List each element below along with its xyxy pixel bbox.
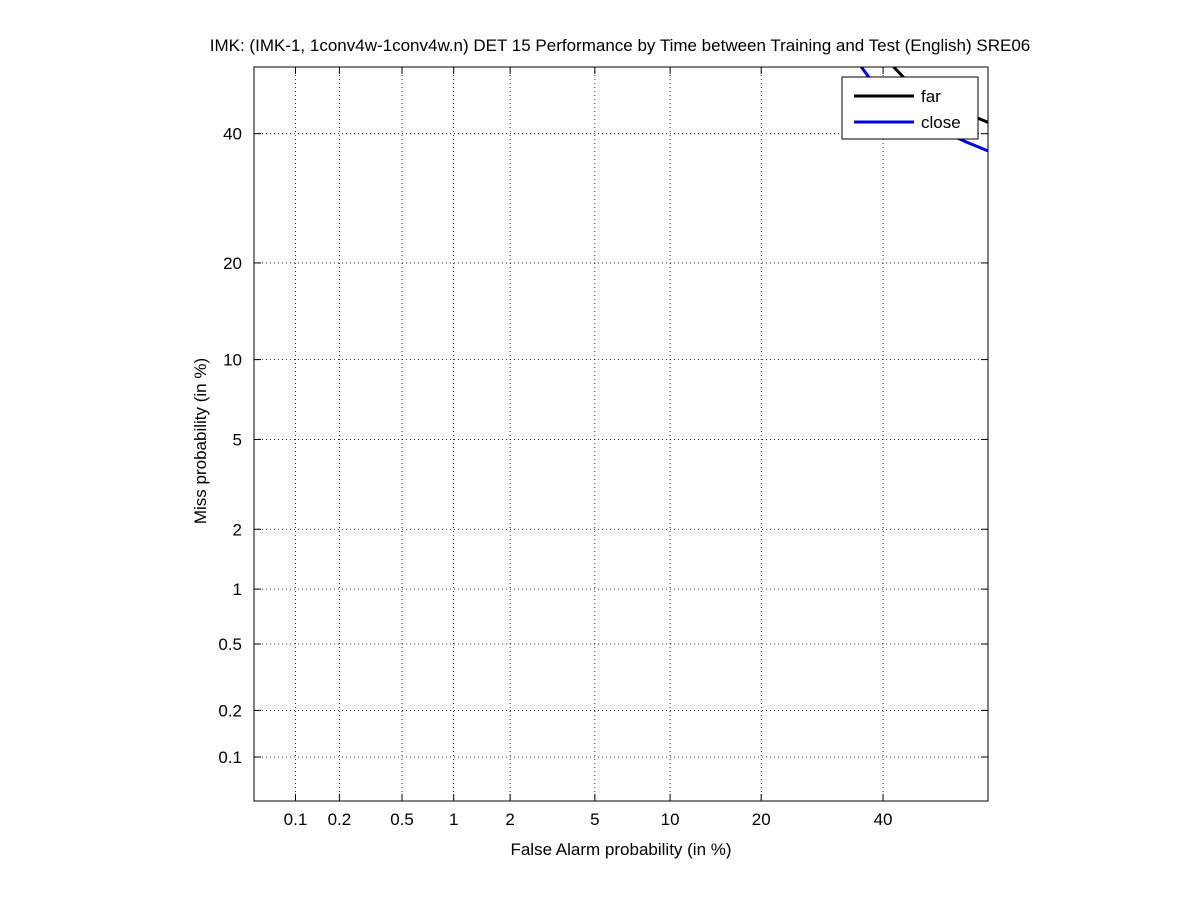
- y-tick-label: 10: [223, 351, 242, 370]
- x-tick-label: 2: [505, 810, 514, 829]
- y-tick-label: 5: [233, 430, 242, 449]
- y-axis-label: Miss probability (in %): [191, 358, 210, 524]
- y-tick-label: 20: [223, 254, 242, 273]
- y-tick-label: 0.2: [218, 701, 242, 720]
- y-tick-label: 0.5: [218, 635, 242, 654]
- legend: far close: [841, 76, 979, 140]
- y-tick-label: 2: [233, 520, 242, 539]
- plot-area: [253, 66, 989, 802]
- y-axis-ticks: 0.1 0.2 0.5 1 2 5 10 20 40: [218, 125, 988, 767]
- x-tick-label: 40: [874, 810, 893, 829]
- legend-box: [841, 76, 979, 140]
- x-tick-label: 0.5: [390, 810, 414, 829]
- grid: [254, 67, 988, 801]
- x-tick-label: 0.2: [328, 810, 352, 829]
- x-tick-label: 5: [590, 810, 599, 829]
- chart-title: IMK: (IMK-1, 1conv4w-1conv4w.n) DET 15 P…: [210, 36, 1030, 55]
- y-tick-label: 0.1: [218, 748, 242, 767]
- legend-label-close: close: [921, 113, 961, 132]
- x-tick-label: 20: [752, 810, 771, 829]
- x-tick-label: 10: [661, 810, 680, 829]
- x-tick-label: 1: [449, 810, 458, 829]
- y-tick-label: 1: [233, 580, 242, 599]
- x-tick-label: 0.1: [284, 810, 308, 829]
- legend-label-far: far: [921, 87, 941, 106]
- x-axis-ticks: 0.1 0.2 0.5 1 2 5 10 20 40: [284, 67, 893, 829]
- y-tick-label: 40: [223, 125, 242, 144]
- x-axis-label: False Alarm probability (in %): [510, 840, 731, 859]
